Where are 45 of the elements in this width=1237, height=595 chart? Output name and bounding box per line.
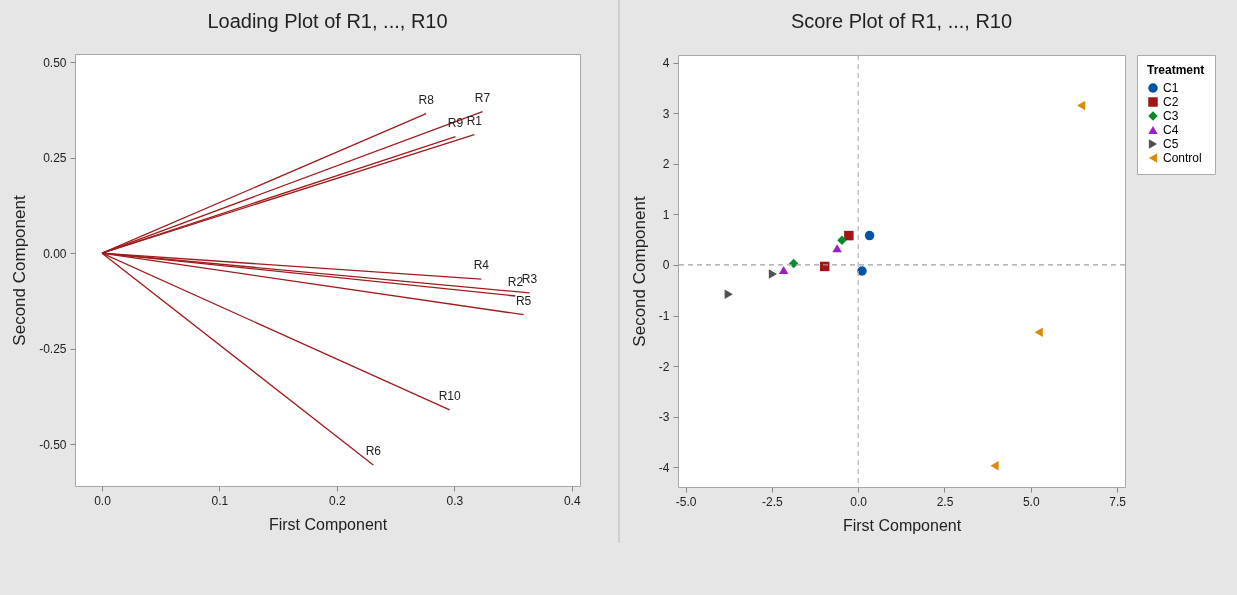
x-tick-label: 0.0 xyxy=(850,494,868,509)
y-tick-label: 2 xyxy=(662,157,670,172)
y-tick-label: -1 xyxy=(658,309,670,324)
x-axis-title: First Component xyxy=(842,516,962,534)
y-tick-label: 0.00 xyxy=(43,246,67,261)
y-axis-title: Second Component xyxy=(629,196,649,347)
chart-title: Score Plot of R1, ..., R10 xyxy=(790,10,1013,33)
x-tick-label: 2.5 xyxy=(936,494,954,509)
x-tick-label: -5.0 xyxy=(675,494,697,509)
y-tick-label: -0.25 xyxy=(39,342,67,357)
y-tick-label: -4 xyxy=(658,460,670,475)
legend-title: Treatment xyxy=(1147,63,1205,77)
series-label: R5 xyxy=(515,293,532,308)
y-tick-label: 0.50 xyxy=(43,55,67,70)
series-label: R6 xyxy=(365,443,382,458)
legend-label: C3 xyxy=(1163,109,1179,123)
series-label: R10 xyxy=(438,388,461,403)
x-tick-label: 7.5 xyxy=(1109,494,1127,509)
series-label: R7 xyxy=(474,90,491,105)
y-tick-label: -0.50 xyxy=(39,437,67,452)
y-tick-label: 4 xyxy=(662,56,670,71)
y-tick-label: -2 xyxy=(658,359,670,374)
y-tick-label: 3 xyxy=(662,106,670,121)
y-tick-label: 0.25 xyxy=(43,151,67,166)
x-tick-label: -2.5 xyxy=(762,494,784,509)
legend-label: C4 xyxy=(1163,123,1179,137)
x-tick-label: 0.2 xyxy=(329,493,347,508)
x-tick-label: 0.4 xyxy=(563,493,581,508)
series-label: R1 xyxy=(466,113,483,128)
chart-title: Loading Plot of R1, ..., R10 xyxy=(207,10,448,32)
y-tick-label: 0 xyxy=(662,258,670,273)
y-tick-label: -3 xyxy=(658,410,670,425)
legend-label: Control xyxy=(1163,151,1202,165)
x-tick-label: 0.3 xyxy=(446,493,464,508)
legend-label: C1 xyxy=(1163,81,1179,95)
y-tick-label: 1 xyxy=(662,207,670,222)
legend-label: C5 xyxy=(1163,137,1179,151)
legend-label: C2 xyxy=(1163,95,1179,109)
x-axis-title: First Component xyxy=(268,515,388,533)
series-label: R4 xyxy=(473,258,490,273)
x-tick-label: 5.0 xyxy=(1022,494,1040,509)
x-tick-label: 0.1 xyxy=(211,493,229,508)
y-axis-title: Second Component xyxy=(10,195,30,346)
series-label: R8 xyxy=(418,92,435,107)
x-tick-label: 0.0 xyxy=(94,493,112,508)
